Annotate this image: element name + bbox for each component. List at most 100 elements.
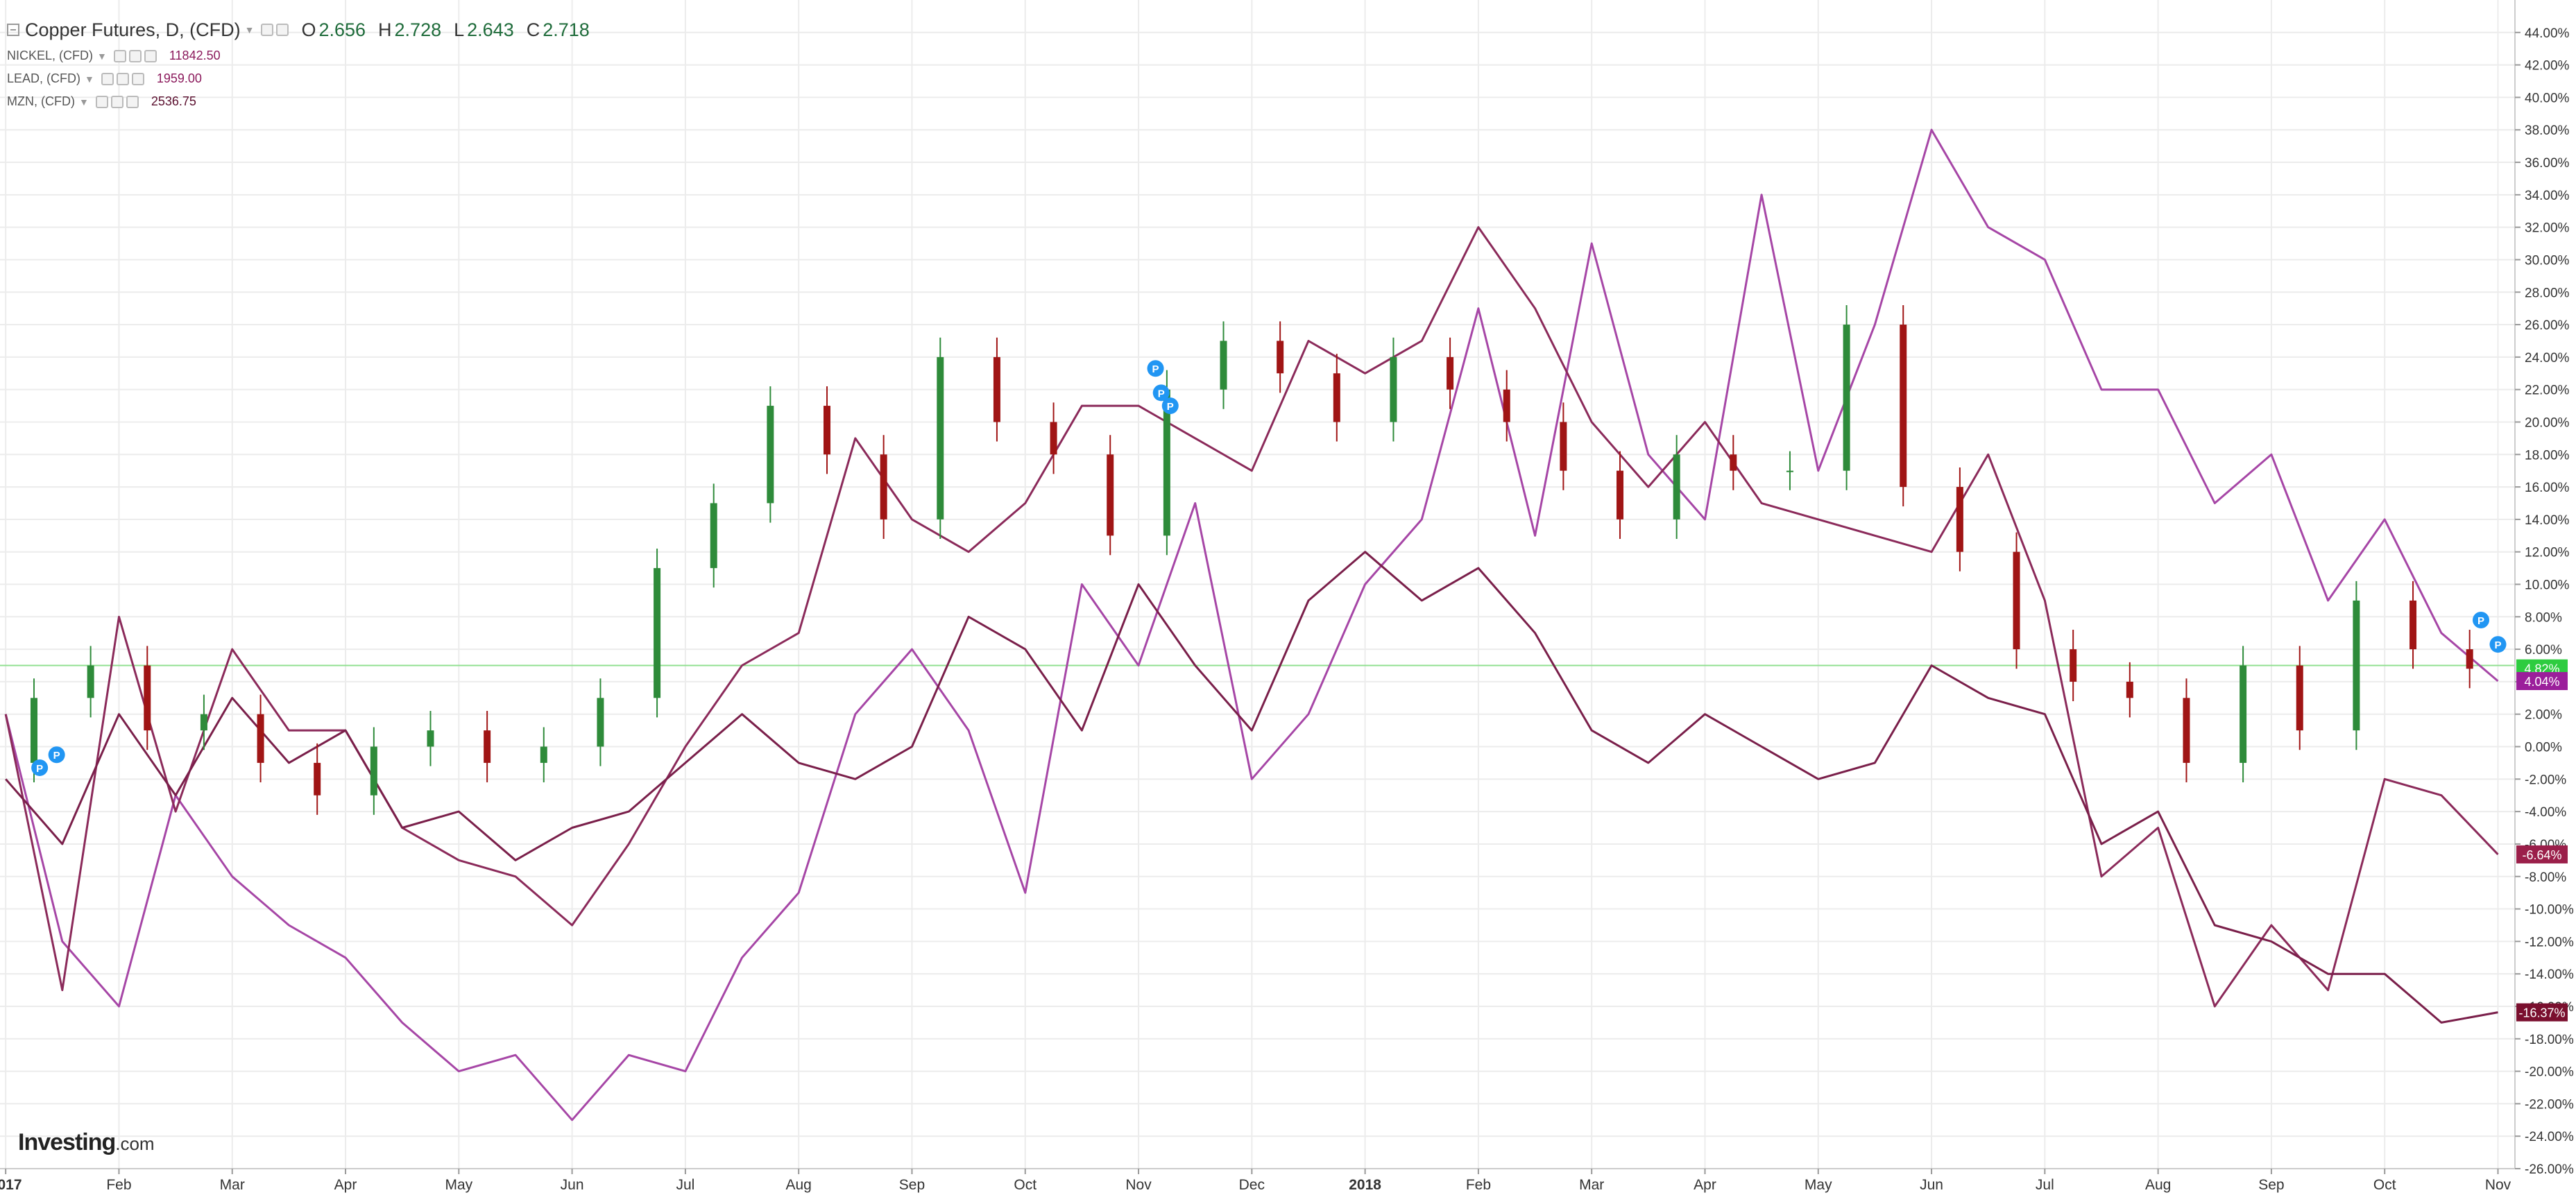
- nickel-value: 11842.50: [169, 49, 221, 62]
- x-tick-label: May: [445, 1177, 472, 1193]
- y-tick-label: 42.00%: [2525, 59, 2570, 74]
- candle-body: [2070, 649, 2077, 682]
- x-tick-label: Oct: [2373, 1177, 2396, 1193]
- price-label-badge: [2516, 1003, 2568, 1022]
- candle-body: [1447, 356, 1454, 390]
- settings-icon[interactable]: [101, 72, 114, 85]
- y-tick-label: -26.00%: [2525, 1162, 2574, 1177]
- y-tick-label: 24.00%: [2525, 351, 2570, 366]
- visibility-icon[interactable]: [128, 49, 142, 62]
- chevron-down-icon[interactable]: ▼: [85, 73, 94, 85]
- mzn-tools: [95, 95, 142, 108]
- legend-row-nickel[interactable]: NICKEL, (CFD) ▼ 11842.50: [7, 44, 602, 67]
- x-tick-label: Jun: [1920, 1177, 1943, 1193]
- main-series-name[interactable]: Copper Futures, D, (CFD): [25, 19, 241, 40]
- high-value: 2.728: [394, 19, 442, 40]
- brand-logo[interactable]: Investing.com: [18, 1129, 155, 1156]
- legend-row-lead[interactable]: LEAD, (CFD) ▼ 1959.00: [7, 67, 602, 90]
- settings-icon[interactable]: [261, 24, 274, 36]
- nickel-series-name[interactable]: NICKEL, (CFD): [7, 49, 94, 62]
- visibility-icon[interactable]: [276, 24, 289, 36]
- x-tick-label: 2018: [1349, 1177, 1381, 1193]
- candle-body: [1560, 422, 1567, 471]
- visibility-icon[interactable]: [110, 95, 123, 108]
- candle-body: [370, 746, 377, 796]
- y-tick-label: 18.00%: [2525, 448, 2570, 463]
- event-marker-icon[interactable]: [1161, 397, 1179, 415]
- mzn-series-name[interactable]: MZN, (CFD): [7, 94, 75, 108]
- close-icon[interactable]: [144, 49, 157, 62]
- y-tick-label: -12.00%: [2525, 935, 2574, 949]
- chevron-down-icon[interactable]: ▼: [97, 50, 107, 62]
- y-tick-label: -8.00%: [2525, 870, 2566, 885]
- legend-main-row[interactable]: Copper Futures, D, (CFD) ▼ O 2.656 H 2.7…: [7, 15, 602, 44]
- close-icon[interactable]: [131, 72, 144, 85]
- candle-body: [654, 568, 661, 698]
- y-tick-label: -2.00%: [2525, 773, 2566, 787]
- low-label: L: [454, 19, 465, 40]
- candle-body: [2409, 600, 2417, 650]
- y-tick-label: 28.00%: [2525, 286, 2570, 300]
- candle-body: [200, 714, 207, 731]
- y-tick-label: 0.00%: [2525, 741, 2562, 755]
- y-tick-layer: 44.00% 42.00% 40.00% 38.00% 36.00% 34.00% 32.0…: [2515, 26, 2574, 1177]
- candle-body: [1843, 325, 1850, 471]
- x-tick-layer: 2017 Feb Mar Apr May Jun Jul Aug Sep Oct Nov Dec 201…: [0, 1169, 2511, 1193]
- x-tick-label: Mar: [1579, 1177, 1604, 1193]
- settings-icon[interactable]: [113, 49, 126, 62]
- y-tick-label: -10.00%: [2525, 903, 2574, 918]
- y-tick-label: -20.00%: [2525, 1065, 2574, 1080]
- candle-body: [144, 665, 151, 731]
- visibility-icon[interactable]: [116, 72, 129, 85]
- x-tick-label: Mar: [220, 1177, 245, 1193]
- candle-body: [314, 762, 321, 796]
- event-marker-icon[interactable]: [2473, 611, 2490, 628]
- candle-body: [2013, 551, 2020, 650]
- close-value: 2.718: [543, 19, 590, 40]
- candle-body: [1163, 389, 1170, 536]
- event-marker-icon[interactable]: [2489, 636, 2507, 653]
- close-label: C: [526, 19, 540, 40]
- x-tick-label: Feb: [106, 1177, 131, 1193]
- y-tick-label: 6.00%: [2525, 643, 2562, 657]
- x-tick-label: Aug: [785, 1177, 811, 1193]
- x-tick-label: Sep: [899, 1177, 925, 1193]
- y-tick-label: 26.00%: [2525, 318, 2570, 333]
- chevron-down-icon[interactable]: ▼: [244, 24, 255, 35]
- candle-body: [2126, 681, 2133, 698]
- y-tick-label: -14.00%: [2525, 968, 2574, 982]
- y-tick-label: -4.00%: [2525, 805, 2566, 820]
- event-marker-icon[interactable]: [31, 759, 49, 776]
- y-tick-label: 30.00%: [2525, 253, 2570, 268]
- candle-body: [1956, 487, 1963, 552]
- close-icon[interactable]: [126, 95, 139, 108]
- price-label-layer: 4.82%4.04%-6.64%-16.37%: [2516, 659, 2568, 1022]
- brand-main: Investing: [18, 1129, 116, 1155]
- event-marker-icon[interactable]: [1147, 360, 1164, 377]
- candle-body: [1333, 373, 1340, 422]
- collapse-icon[interactable]: [7, 24, 19, 36]
- chevron-down-icon[interactable]: ▼: [78, 96, 89, 108]
- y-tick-label: 38.00%: [2525, 123, 2570, 138]
- event-marker-icon[interactable]: [1152, 384, 1170, 402]
- candle-body: [1786, 470, 1793, 472]
- candle-body: [824, 406, 831, 455]
- legend-row-mzn[interactable]: MZN, (CFD) ▼ 2536.75: [7, 90, 602, 113]
- x-tick-label: Apr: [334, 1177, 357, 1193]
- candle-body: [484, 730, 491, 763]
- candle-body: [87, 665, 94, 698]
- candlestick-layer: [30, 304, 2473, 815]
- event-marker-label: P: [1158, 388, 1165, 399]
- y-tick-label: 2.00%: [2525, 708, 2562, 723]
- lead-tools: [101, 72, 147, 85]
- x-tick-label: Sep: [2258, 1177, 2284, 1193]
- open-value: 2.656: [318, 19, 366, 40]
- y-tick-label: 8.00%: [2525, 610, 2562, 625]
- x-tick-label: Nov: [1125, 1177, 1152, 1193]
- event-marker-icon[interactable]: [48, 746, 65, 764]
- settings-icon[interactable]: [95, 95, 108, 108]
- lead-series-name[interactable]: LEAD, (CFD): [7, 71, 81, 85]
